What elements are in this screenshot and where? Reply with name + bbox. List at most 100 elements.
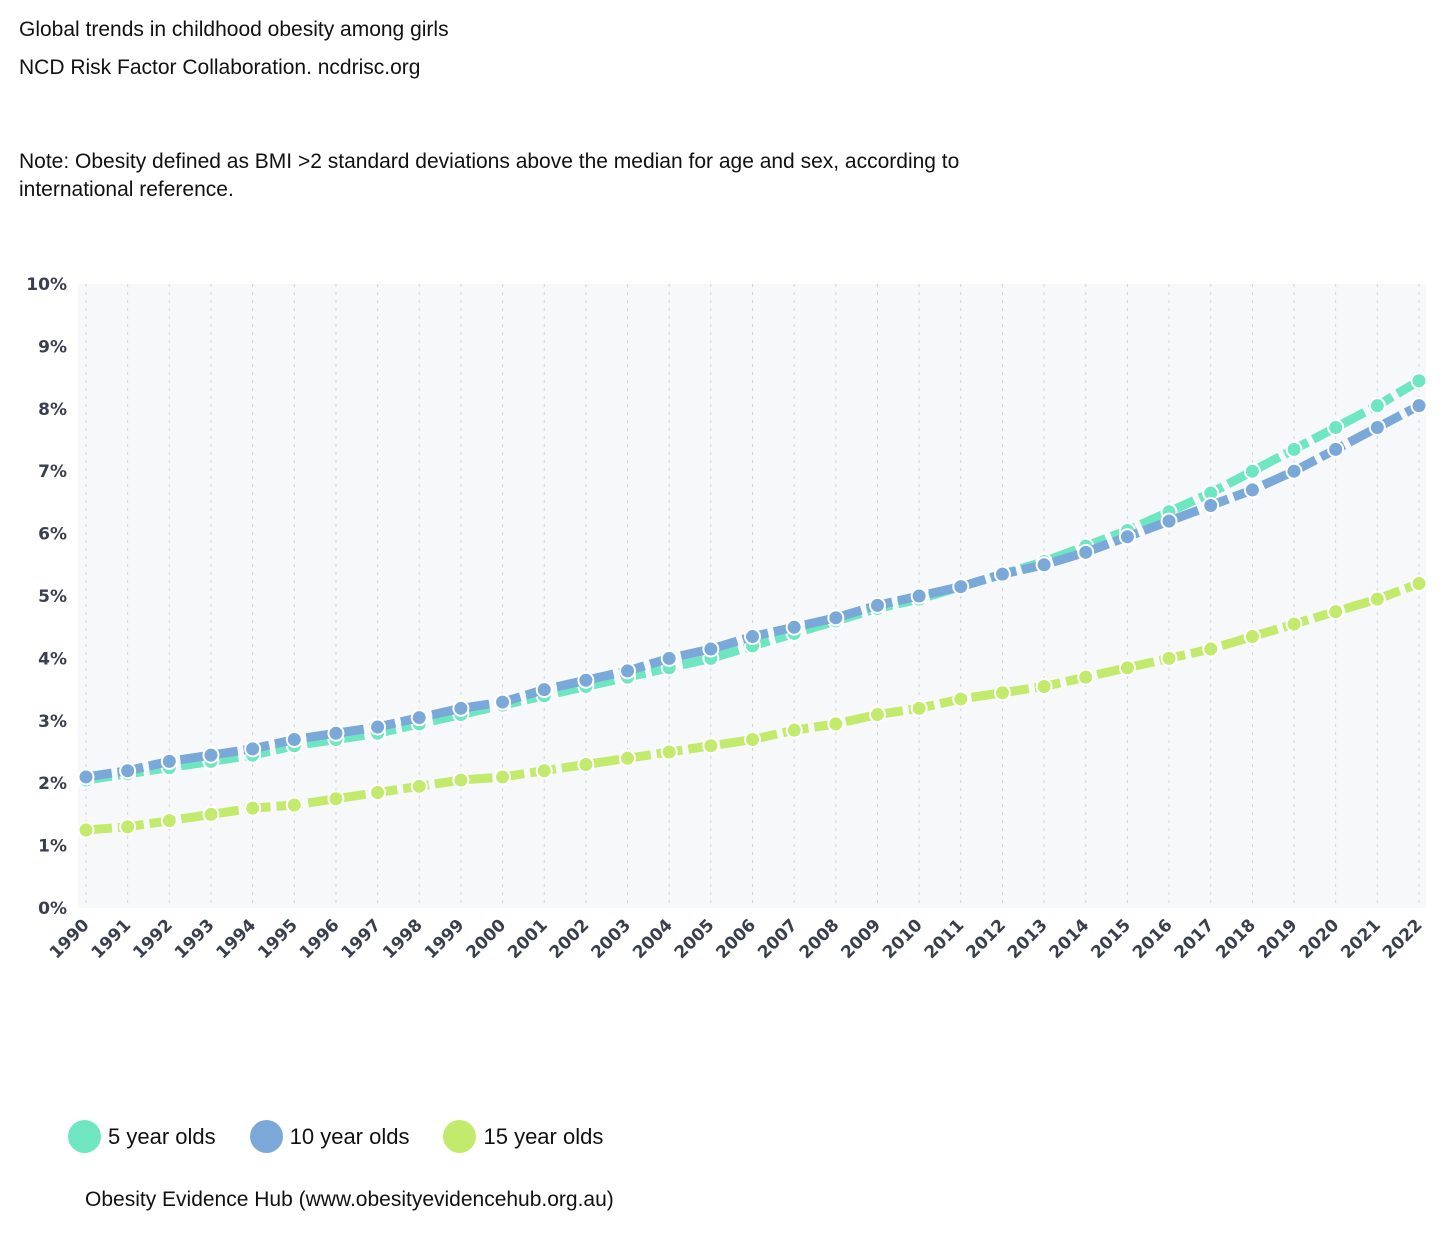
y-tick-label: 4% (38, 649, 67, 669)
x-tick-label: 2018 (1212, 915, 1260, 963)
x-tick-label: 2004 (629, 915, 677, 963)
legend-item-5-year-olds[interactable]: 5 year olds (68, 1120, 216, 1153)
x-tick-label: 2008 (796, 915, 844, 963)
chart-note: Note: Obesity defined as BMI >2 standard… (19, 150, 960, 201)
data-point-10-year-olds-1994 (244, 740, 262, 758)
legend-swatch-15-year-olds (443, 1120, 477, 1153)
data-source: NCD Risk Factor Collaboration. ncdrisc.o… (19, 56, 421, 79)
data-point-5-year-olds-2022 (1410, 372, 1428, 390)
data-point-15-year-olds-1995 (285, 796, 303, 814)
data-point-10-year-olds-2002 (577, 671, 595, 689)
x-tick-label: 2016 (1129, 915, 1177, 963)
legend-label-15-year-olds: 15 year olds (483, 1123, 604, 1149)
data-point-15-year-olds-2014 (1077, 668, 1095, 686)
data-point-10-year-olds-2007 (785, 618, 803, 636)
data-point-15-year-olds-2004 (660, 743, 678, 761)
legend-swatch-5-year-olds (68, 1120, 101, 1153)
x-tick-label: 1991 (88, 915, 136, 963)
data-point-15-year-olds-2003 (619, 749, 637, 767)
legend-item-10-year-olds[interactable]: 10 year olds (249, 1120, 410, 1153)
data-point-15-year-olds-2019 (1285, 615, 1303, 633)
data-point-10-year-olds-2008 (827, 609, 845, 627)
x-tick-label: 2006 (712, 915, 760, 963)
y-tick-label: 3% (38, 712, 67, 732)
x-tick-label: 2017 (1171, 915, 1219, 963)
data-point-5-year-olds-2018 (1243, 462, 1261, 480)
y-tick-label: 10% (26, 275, 67, 295)
y-tick-label: 6% (38, 525, 67, 545)
data-point-10-year-olds-2011 (952, 578, 970, 596)
data-point-10-year-olds-2004 (660, 649, 678, 667)
legend-item-15-year-olds[interactable]: 15 year olds (443, 1120, 603, 1153)
x-tick-label: 2014 (1046, 915, 1094, 963)
data-point-10-year-olds-2016 (1160, 512, 1178, 530)
x-tick-label: 2000 (462, 915, 510, 963)
data-point-10-year-olds-1999 (452, 699, 470, 717)
data-point-5-year-olds-2021 (1368, 397, 1386, 415)
x-tick-label: 2019 (1254, 915, 1302, 963)
x-tick-label: 2012 (962, 915, 1010, 963)
data-point-15-year-olds-1996 (327, 790, 345, 808)
data-point-10-year-olds-2012 (993, 565, 1011, 583)
data-point-10-year-olds-2021 (1368, 419, 1386, 437)
x-tick-label: 2020 (1296, 915, 1344, 963)
x-tick-label: 1996 (296, 915, 344, 963)
data-point-5-year-olds-2019 (1285, 440, 1303, 458)
data-point-10-year-olds-1992 (160, 752, 178, 770)
data-point-10-year-olds-2017 (1202, 497, 1220, 515)
x-tick-label: 1995 (254, 915, 302, 963)
y-tick-label: 5% (38, 587, 67, 607)
y-tick-label: 7% (38, 462, 67, 482)
data-point-10-year-olds-2014 (1077, 543, 1095, 561)
data-point-10-year-olds-2009 (868, 596, 886, 614)
x-tick-label: 2021 (1337, 915, 1385, 963)
data-point-15-year-olds-2000 (494, 768, 512, 786)
data-point-10-year-olds-1997 (369, 718, 387, 736)
data-point-10-year-olds-2005 (702, 640, 720, 658)
footer-attribution: Obesity Evidence Hub (www.obesityevidenc… (85, 1188, 614, 1211)
data-point-15-year-olds-2008 (827, 715, 845, 733)
x-tick-label: 1998 (379, 915, 427, 963)
y-tick-label: 2% (38, 774, 67, 794)
x-tick-label: 1992 (129, 915, 177, 963)
x-tick-label: 2009 (837, 915, 885, 963)
x-tick-label: 2022 (1379, 915, 1427, 963)
data-point-15-year-olds-1991 (119, 818, 137, 836)
data-point-15-year-olds-2002 (577, 755, 595, 773)
data-point-15-year-olds-1993 (202, 805, 220, 823)
data-point-15-year-olds-2012 (993, 684, 1011, 702)
data-point-10-year-olds-2010 (910, 587, 928, 605)
data-point-15-year-olds-1997 (369, 784, 387, 802)
chart-title: Global trends in childhood obesity among… (19, 18, 449, 41)
y-tick-label: 8% (38, 400, 67, 420)
data-point-15-year-olds-2017 (1202, 640, 1220, 658)
x-tick-label: 2005 (671, 915, 719, 963)
data-point-15-year-olds-2009 (868, 706, 886, 724)
data-point-15-year-olds-1994 (244, 799, 262, 817)
data-point-10-year-olds-2020 (1327, 440, 1345, 458)
x-tick-label: 2011 (921, 915, 969, 963)
data-point-10-year-olds-1990 (77, 768, 95, 786)
data-point-10-year-olds-2001 (535, 681, 553, 699)
data-point-10-year-olds-2015 (1118, 528, 1136, 546)
x-tick-label: 2013 (1004, 915, 1052, 963)
data-point-15-year-olds-2006 (744, 731, 761, 749)
data-point-15-year-olds-2020 (1327, 603, 1345, 621)
data-point-15-year-olds-2021 (1368, 590, 1386, 608)
x-tick-label: 1993 (171, 915, 219, 963)
data-point-10-year-olds-1993 (202, 746, 220, 764)
data-point-5-year-olds-2020 (1327, 419, 1345, 437)
legend-swatch-10-year-olds (249, 1120, 283, 1153)
legend-label-5-year-olds: 5 year olds (108, 1123, 216, 1149)
data-point-10-year-olds-1995 (285, 731, 303, 749)
data-point-10-year-olds-1996 (327, 724, 345, 742)
legend-label-10-year-olds: 10 year olds (289, 1123, 410, 1149)
x-tick-label: 1994 (213, 915, 261, 963)
x-tick-label: 2003 (587, 915, 635, 963)
y-tick-label: 0% (38, 899, 67, 919)
data-point-15-year-olds-2001 (535, 762, 553, 780)
data-point-10-year-olds-2022 (1410, 397, 1428, 415)
data-point-15-year-olds-2022 (1410, 575, 1428, 593)
data-point-15-year-olds-2013 (1035, 677, 1053, 695)
line-chart: 0%1%2%3%4%5%6%7%8%9%10%19901991199219931… (26, 275, 1428, 963)
